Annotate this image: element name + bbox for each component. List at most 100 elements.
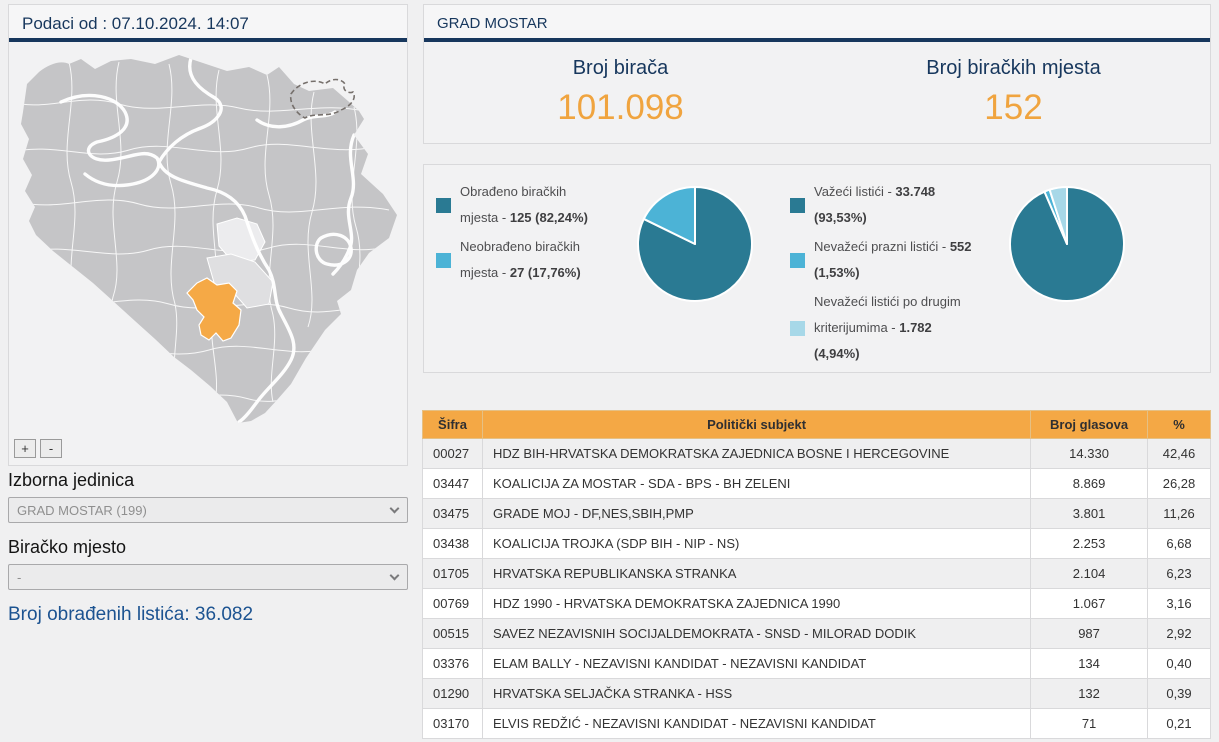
city-title: GRAD MOSTAR [424, 5, 1210, 42]
cell-party: KOALICIJA ZA MOSTAR - SDA - BPS - BH ZEL… [481, 468, 1032, 499]
cell-votes: 71 [1030, 708, 1148, 739]
legend-label: Neobrađeno biračkih mjesta - 27 (17,76%) [460, 239, 581, 280]
cell-party: GRADE MOJ - DF,NES,SBIH,PMP [481, 498, 1032, 529]
cell-pct: 0,39 [1147, 678, 1211, 709]
legend-label: Obrađeno biračkih mjesta - 125 (82,24%) [460, 184, 588, 225]
cell-party: KOALICIJA TROJKA (SDP BIH - NIP - NS) [481, 528, 1032, 559]
legend-swatch [790, 320, 805, 336]
map-zoom-out-button[interactable]: - [40, 439, 62, 458]
region-grad-mostar[interactable] [186, 277, 242, 342]
legend-item: Nevažeći prazni listići - 552 (1,53%) [790, 234, 976, 286]
cell-code: 01290 [422, 678, 483, 709]
polling-station-label: Biračko mjesto [8, 537, 127, 557]
cell-pct: 11,26 [1147, 498, 1211, 529]
legend-swatch [790, 197, 805, 213]
cell-votes: 2.104 [1030, 558, 1148, 589]
cell-votes: 987 [1030, 618, 1148, 649]
table-row: 03438 KOALICIJA TROJKA (SDP BIH - NIP - N… [422, 528, 1211, 559]
legend-item: Obrađeno biračkih mjesta - 125 (82,24%) [436, 179, 606, 231]
processing-pie-legend: Obrađeno biračkih mjesta - 125 (82,24%) N… [436, 179, 606, 289]
pie-slice [637, 186, 753, 302]
cell-pct: 3,16 [1147, 588, 1211, 619]
cell-code: 03447 [422, 468, 483, 499]
legend-swatch [436, 197, 451, 213]
legend-item: Važeći listići - 33.748 (93,53%) [790, 179, 976, 231]
cell-pct: 42,46 [1147, 438, 1211, 469]
cell-party: HDZ BIH-HRVATSKA DEMOKRATSKA ZAJEDNICA B… [481, 438, 1032, 469]
cell-pct: 6,23 [1147, 558, 1211, 589]
legend-label: Nevažeći prazni listići - 552 (1,53%) [814, 239, 972, 280]
processing-pie-chart [636, 185, 754, 303]
polling-stations-value: 152 [984, 88, 1043, 127]
cell-party: HDZ 1990 - HRVATSKA DEMOKRATSKA ZAJEDNIC… [481, 588, 1032, 619]
legend-item: Neobrađeno biračkih mjesta - 27 (17,76%) [436, 234, 606, 286]
cell-party: HRVATSKA REPUBLIKANSKA STRANKA [481, 558, 1032, 589]
cell-code: 03438 [422, 528, 483, 559]
map-zoom-in-button[interactable]: + [14, 439, 36, 458]
cell-code: 03376 [422, 648, 483, 679]
cell-pct: 0,40 [1147, 648, 1211, 679]
table-row: 00515 SAVEZ NEZAVISNIH SOCIJALDEMOKRATA -… [422, 618, 1211, 649]
table-row: 03376 ELAM BALLY - NEZAVISNI KANDIDAT - N… [422, 648, 1211, 679]
cell-votes: 132 [1030, 678, 1148, 709]
stats-panel: GRAD MOSTAR Broj birača 101.098 Broj bir… [423, 4, 1211, 144]
legend-label: Važeći listići - 33.748 (93,53%) [814, 184, 936, 225]
legend-swatch [436, 252, 451, 268]
cell-votes: 14.330 [1030, 438, 1148, 469]
table-row: 03475 GRADE MOJ - DF,NES,SBIH,PMP 3.801 11,… [422, 498, 1211, 529]
cell-pct: 0,21 [1147, 708, 1211, 739]
voters-value: 101.098 [557, 88, 684, 127]
cell-votes: 134 [1030, 648, 1148, 679]
ballots-pie-legend: Važeći listići - 33.748 (93,53%) Nevažeći… [790, 179, 976, 370]
pie-slice [642, 186, 696, 245]
electoral-unit-select[interactable]: GRAD MOSTAR (199) [8, 497, 408, 523]
cell-pct: 6,68 [1147, 528, 1211, 559]
results-table-body: 00027 HDZ BIH-HRVATSKA DEMOKRATSKA ZAJEDN… [422, 438, 1211, 739]
pie-slice [1048, 186, 1068, 245]
country-shape [21, 55, 397, 423]
polling-station-select[interactable]: - [8, 564, 408, 590]
cell-votes: 2.253 [1030, 528, 1148, 559]
cell-votes: 8.869 [1030, 468, 1148, 499]
cell-party: ELVIS REDŽIĆ - NEZAVISNI KANDIDAT - NEZA… [481, 708, 1032, 739]
cell-code: 03475 [422, 498, 483, 529]
country-map[interactable]: + - [9, 42, 407, 462]
cell-party: SAVEZ NEZAVISNIH SOCIJALDEMOKRATA - SNSD… [481, 618, 1032, 649]
polling-stations-label: Broj biračkih mjesta [926, 57, 1101, 79]
cell-party: ELAM BALLY - NEZAVISNI KANDIDAT - NEZAVI… [481, 648, 1032, 679]
cell-party: HRVATSKA SELJAČKA STRANKA - HSS [481, 678, 1032, 709]
table-row: 03447 KOALICIJA ZA MOSTAR - SDA - BPS - B… [422, 468, 1211, 499]
legend-swatch [790, 252, 805, 268]
cell-votes: 1.067 [1030, 588, 1148, 619]
cell-code: 00027 [422, 438, 483, 469]
cell-pct: 2,92 [1147, 618, 1211, 649]
legend-item: Nevažeći listići po drugim kriterijumima… [790, 289, 976, 367]
cell-votes: 3.801 [1030, 498, 1148, 529]
results-table: Šifra Politički subjekt Broj glasova % 0… [422, 410, 1211, 739]
cell-code: 03170 [422, 708, 483, 739]
table-row: 03170 ELVIS REDŽIĆ - NEZAVISNI KANDIDAT -… [422, 708, 1211, 739]
column-header-votes: Broj glasova [1030, 410, 1148, 439]
data-timestamp-header: Podaci od : 07.10.2024. 14:07 [9, 5, 407, 42]
table-row: 01705 HRVATSKA REPUBLIKANSKA STRANKA 2.104… [422, 558, 1211, 589]
brcko-district-outline [289, 78, 356, 119]
column-header-party: Politički subjekt [481, 410, 1032, 439]
table-row: 00027 HDZ BIH-HRVATSKA DEMOKRATSKA ZAJEDN… [422, 438, 1211, 469]
column-header-code: Šifra [422, 410, 483, 439]
entity-boundary [59, 56, 356, 423]
column-header-pct: % [1147, 410, 1211, 439]
map-panel: Podaci od : 07.10.2024. 14:07 [8, 4, 408, 466]
cell-code: 00515 [422, 618, 483, 649]
charts-panel: Obrađeno biračkih mjesta - 125 (82,24%) N… [423, 164, 1211, 373]
bosnia-map-svg [21, 55, 397, 423]
electoral-unit-label: Izborna jedinica [8, 470, 135, 490]
cell-pct: 26,28 [1147, 468, 1211, 499]
table-row: 00769 HDZ 1990 - HRVATSKA DEMOKRATSKA ZAJ… [422, 588, 1211, 619]
ballots-pie-chart [1008, 185, 1126, 303]
voters-label: Broj birača [572, 57, 669, 79]
cell-code: 01705 [422, 558, 483, 589]
table-header-row: Šifra Politički subjekt Broj glasova % [422, 410, 1211, 439]
processed-ballots-count: Broj obrađenih listića: 36.082 [8, 604, 254, 625]
legend-label: Nevažeći listići po drugim kriterijumima… [814, 294, 961, 361]
table-row: 01290 HRVATSKA SELJAČKA STRANKA - HSS 132 0… [422, 678, 1211, 709]
